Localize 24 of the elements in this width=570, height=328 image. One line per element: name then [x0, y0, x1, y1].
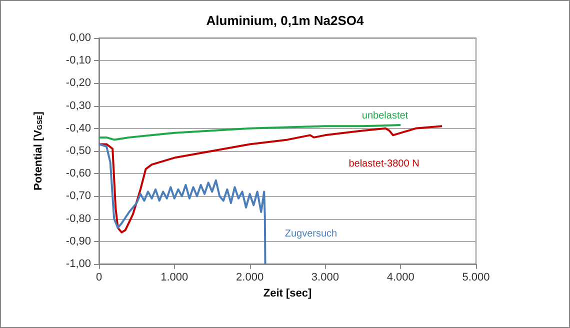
series-label: unbelastet	[362, 110, 408, 122]
line-series	[98, 143, 266, 265]
y-tick-label: -0,60	[66, 168, 91, 180]
y-tick-label: -0,10	[66, 54, 91, 67]
x-tick-label: 4.000	[386, 272, 414, 284]
x-tick-label: 2.000	[236, 272, 264, 284]
y-tick-label: -0,20	[66, 77, 91, 90]
y-tick-label: -1,00	[66, 258, 91, 270]
y-tick-label: -0,40	[66, 122, 91, 134]
x-axis-title: Zeit [sec]	[263, 288, 312, 300]
x-tick-label: 1.000	[160, 272, 188, 284]
text: belastet-3800 N	[348, 158, 420, 170]
y-tick-label: -0,70	[66, 190, 91, 202]
y-tick-label: -0,50	[66, 145, 91, 157]
y-tick-label: -0,80	[66, 212, 91, 225]
x-tick-label: 0	[96, 272, 102, 284]
y-tick-label: -0,30	[66, 100, 91, 112]
x-tick-label: 3.000	[311, 272, 339, 284]
y-tick-label: 0,00	[70, 32, 91, 44]
y-tick-label: -0,90	[66, 235, 91, 248]
chart-title: Aluminium, 0,1m Na2SO4	[206, 13, 365, 28]
x-tick-label: 5.000	[462, 272, 490, 284]
series-label: Zugversuch	[284, 228, 338, 240]
line-series	[98, 124, 402, 141]
